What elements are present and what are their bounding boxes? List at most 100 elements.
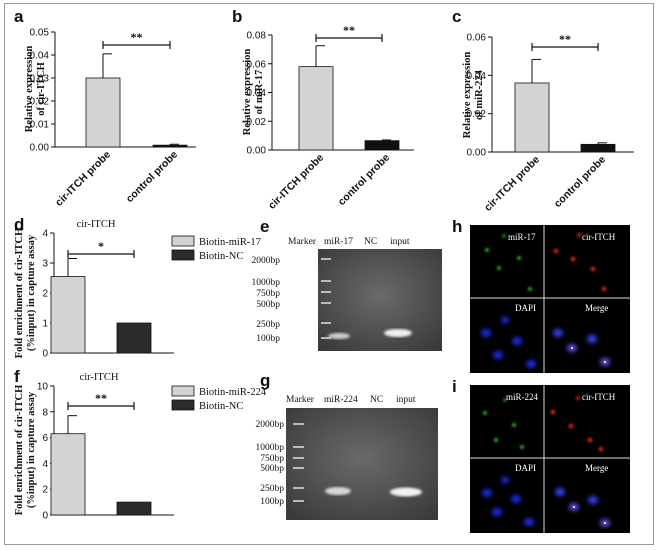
- chart-a: 0.00 0.01 0.02 0.03 0.04 0.05 Relative express…: [24, 28, 196, 209]
- y-tick-label: 2: [42, 485, 48, 496]
- panel-letter-e: e: [260, 217, 269, 236]
- gel-g-lane-marker: Marker: [286, 395, 315, 405]
- gel-g-band-mir224: [325, 487, 351, 495]
- y-tick-label: 6: [42, 433, 48, 444]
- panel-letter-a: a: [14, 7, 24, 26]
- y-axis-label: Fold enrichment of cir-ITCH(%input) in c…: [14, 385, 37, 516]
- gel-g-marker-label: 250bp: [260, 484, 284, 494]
- gel-e-ladder-band: [321, 280, 331, 282]
- chart-d: 0 1 2 3 4 Fold enrichment of cir-ITCH(%input)…: [14, 219, 261, 360]
- micrograph-i-dapi-cells: [482, 476, 534, 526]
- micrograph-i: miR-224 cir-ITCH DAPI Merge: [470, 385, 630, 533]
- y-axis-label-line-1: Relative expression: [462, 52, 473, 139]
- x-category-label: cir-ITCH probe: [482, 154, 542, 214]
- bar-1: [514, 82, 550, 153]
- micrograph-h-merge-dots: [571, 347, 606, 363]
- gel-e-lane-3: input: [390, 237, 410, 247]
- gel-e-ladder-band: [321, 337, 331, 339]
- chart-c: 0.00 0.02 0.04 0.06 Relative expressionof mi…: [462, 32, 634, 214]
- micrograph-h-label-4: Merge: [585, 303, 608, 313]
- gel-e-marker-label: 2000bp: [252, 256, 281, 266]
- micrograph-h-label-1: miR-17: [508, 232, 536, 242]
- micrograph-i-green-cells: [483, 398, 524, 449]
- y-tick-label: 0.00: [30, 143, 50, 154]
- gel-g-marker-label: 2000bp: [256, 420, 285, 430]
- legend-swatch-1: [171, 385, 195, 397]
- gel-e-lane-1: miR-17: [324, 237, 353, 247]
- gel-e-ladder-band: [321, 291, 331, 293]
- micrograph-i-label-4: Merge: [585, 463, 608, 473]
- bar-1: [50, 276, 86, 354]
- gel-e-lane-marker: Marker: [288, 237, 317, 247]
- panel-letter-h: h: [452, 217, 462, 236]
- significance-marker: **: [95, 391, 107, 405]
- y-axis-label-line-2: of miR-17: [254, 70, 265, 115]
- chart-title: cir-ITCH: [80, 372, 119, 383]
- significance-marker: **: [559, 32, 571, 46]
- y-tick-label: 0.02: [247, 117, 267, 128]
- bar-2: [116, 322, 152, 354]
- gel-g-lane-2: NC: [370, 395, 383, 405]
- x-category-label: cir-ITCH probe: [266, 152, 326, 212]
- gel-g-lane-3: input: [396, 395, 416, 405]
- panel-letter-g: g: [260, 371, 270, 390]
- y-tick-label: 0.06: [467, 33, 487, 44]
- x-category-label: control probe: [336, 152, 392, 208]
- micrograph-i-label-3: DAPI: [515, 463, 536, 473]
- y-tick-label: 0.01: [30, 120, 50, 131]
- panel-letter-c: c: [452, 7, 461, 26]
- y-tick-label: 0: [42, 511, 48, 522]
- gel-g-ladder-band: [293, 487, 304, 489]
- legend-label-1: Biotin-miR-17: [199, 237, 261, 248]
- y-axis-label: Relative expressionof cir-ITCH: [24, 46, 47, 133]
- bar-2: [152, 144, 188, 148]
- gel-e-marker-label: 250bp: [256, 320, 280, 330]
- gel-e-ladder-band: [321, 258, 331, 260]
- significance-marker: **: [131, 30, 143, 44]
- micrograph-i-merge-dots: [573, 506, 606, 524]
- gel-e-marker-label: 500bp: [256, 300, 280, 310]
- gel-g-lane-1: miR-224: [324, 395, 358, 405]
- y-tick-label: 3: [42, 259, 48, 270]
- y-tick-label: 10: [37, 382, 49, 393]
- micrograph-h-background: [470, 225, 630, 373]
- x-category-label: control probe: [552, 154, 608, 210]
- figure-frame: [4, 3, 654, 545]
- y-axis-label-line-2: (%input) in capture assay: [26, 234, 37, 351]
- y-tick-label: 0.04: [247, 88, 267, 99]
- y-axis-label-line-1: Fold enrichment of cir-ITCH: [14, 228, 25, 359]
- y-tick-label: 4: [42, 229, 48, 240]
- y-tick-label: 2: [42, 289, 48, 300]
- y-tick-label: 0.05: [30, 28, 50, 39]
- gel-e-band-mir17: [328, 333, 350, 339]
- x-category-label: control probe: [124, 149, 180, 205]
- panel-letter-i: i: [452, 377, 457, 396]
- bar-2: [364, 140, 400, 151]
- y-axis-label-line-2: of miR-224: [474, 69, 485, 120]
- gel-g-ladder-band: [293, 500, 304, 502]
- legend-swatch-1: [171, 235, 195, 247]
- y-tick-label: 0.06: [247, 59, 267, 70]
- gel-g-ladder-band: [293, 467, 304, 469]
- legend-label-2: Biotin-NC: [199, 251, 243, 262]
- y-tick-label: 1: [42, 319, 48, 330]
- y-tick-label: 0.04: [467, 71, 487, 82]
- gel-g-marker-label: 750bp: [260, 454, 284, 464]
- gel-e-marker-label: 100bp: [256, 334, 280, 344]
- legend-label-1: Biotin-miR-224: [199, 387, 267, 398]
- micrograph-i-red-cells: [550, 396, 604, 452]
- y-axis-label-line-1: Relative expression: [24, 46, 35, 133]
- y-tick-label: 0.08: [247, 31, 267, 42]
- gel-g-ladder-band: [293, 423, 304, 425]
- gel-e: Marker miR-17 NC input 2000bp 1000bp 750…: [252, 237, 442, 351]
- y-tick-label: 0.03: [30, 74, 50, 85]
- gel-g-image: [286, 408, 438, 520]
- y-tick-label: 0: [42, 349, 48, 360]
- gel-g-marker-label: 100bp: [260, 497, 284, 507]
- gel-g-band-input: [390, 487, 422, 497]
- y-tick-label: 0.00: [467, 148, 487, 159]
- y-axis-label-line-1: Fold enrichment of cir-ITCH: [14, 385, 25, 516]
- micrograph-h: miR-17 cir-ITCH DAPI Merge: [470, 225, 630, 373]
